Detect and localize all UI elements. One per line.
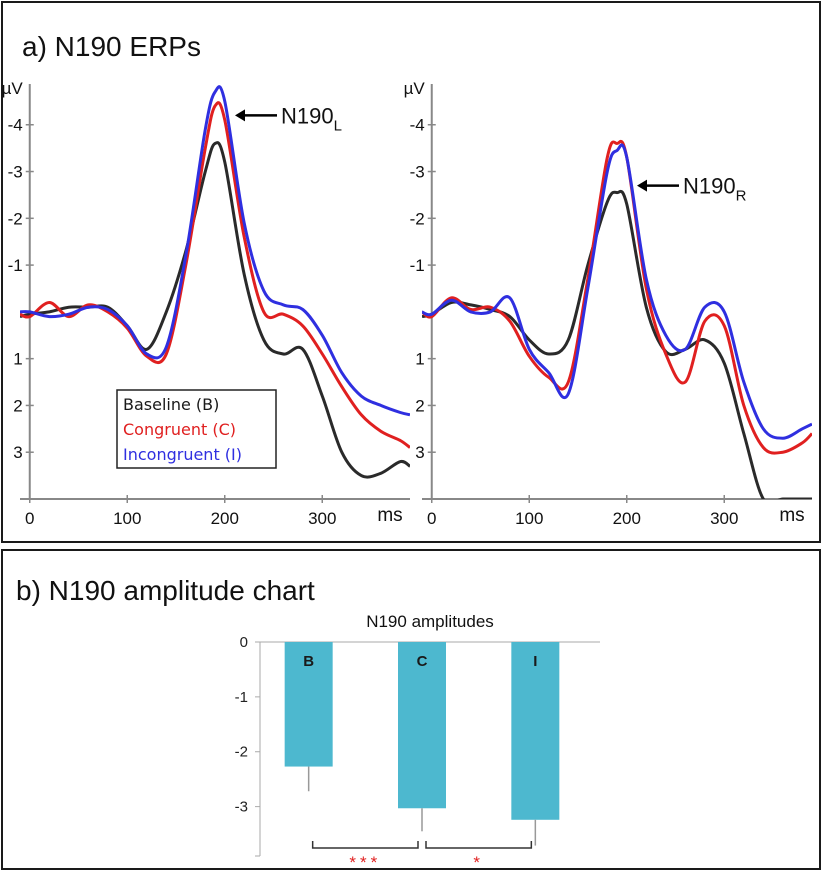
legend: Baseline (B) Congruent (C) Incongruent (… <box>116 389 277 469</box>
legend-box <box>116 389 277 469</box>
bar-y-tick-label: -1 <box>235 689 248 706</box>
y-tick-label: -4 <box>410 116 425 135</box>
bar-I <box>511 642 560 820</box>
annotation-label: N190R <box>683 174 747 205</box>
annotation-label: N190L <box>281 103 342 134</box>
y-tick-label: -1 <box>8 256 23 275</box>
y-axis-unit: µV <box>2 79 24 98</box>
legend-entry-congruent: Congruent (C) <box>123 420 236 439</box>
significance-bracket <box>311 841 419 849</box>
series-line-congruent <box>20 101 410 449</box>
significance-bracket <box>425 841 533 849</box>
annotation-arrow-head <box>235 109 245 122</box>
x-axis-unit: ms <box>779 505 804 526</box>
bar-C <box>398 642 446 809</box>
series-line-incongruent <box>422 143 812 440</box>
significance-label: * <box>473 853 484 871</box>
x-tick-label: 200 <box>613 509 641 528</box>
y-tick-label: -1 <box>410 256 425 275</box>
x-tick-label: 300 <box>710 509 738 528</box>
legend-entry-incongruent: Incongruent (I) <box>123 445 242 464</box>
series-line-congruent <box>422 139 812 455</box>
y-tick-label: 2 <box>13 396 22 415</box>
panel-b-title: b) N190 amplitude chart <box>16 575 315 606</box>
y-tick-label: -3 <box>410 163 425 182</box>
y-tick-label: 1 <box>13 350 22 369</box>
x-tick-label: 300 <box>308 509 336 528</box>
bar-y-tick-label: 0 <box>240 634 248 651</box>
x-tick-label: 0 <box>25 509 34 528</box>
y-tick-label: 3 <box>13 443 22 462</box>
y-tick-label: 3 <box>415 443 424 462</box>
bar-y-tick-label: -2 <box>235 744 248 761</box>
x-tick-label: 200 <box>211 509 239 528</box>
series-line-baseline <box>422 189 812 499</box>
x-tick-label: 100 <box>515 509 543 528</box>
bar-label-I: I <box>533 653 537 670</box>
y-tick-label: -2 <box>8 209 23 228</box>
bar-B <box>284 642 333 767</box>
bar-label-B: B <box>303 653 314 670</box>
erp-right-chart: -4 -3 -2 -1 1 2 3 µV 0 100 200 300 ms N190R <box>404 79 812 528</box>
y-axis-unit: µV <box>404 79 426 98</box>
x-axis-unit: ms <box>377 505 402 526</box>
y-tick-label: -3 <box>8 163 23 182</box>
y-tick-label: -4 <box>8 116 23 135</box>
legend-entry-baseline: Baseline (B) <box>123 395 219 414</box>
bar-chart-title: N190 amplitudes <box>366 612 494 631</box>
y-tick-label: -2 <box>410 209 425 228</box>
y-tick-label: 1 <box>415 350 424 369</box>
annotation-arrow-head <box>637 179 647 192</box>
bar-y-tick-label: -3 <box>235 799 248 816</box>
x-tick-label: 100 <box>113 509 141 528</box>
y-tick-label: 2 <box>415 396 424 415</box>
x-tick-label: 0 <box>427 509 436 528</box>
erp-left-chart: -4 -3 -2 -1 1 2 3 µV 0 100 200 300 ms N190L <box>2 79 410 528</box>
series-line-incongruent <box>20 85 410 417</box>
significance-label: *** <box>349 853 381 871</box>
panel-a-title: a) N190 ERPs <box>22 31 201 62</box>
bar-label-C: C <box>417 653 428 670</box>
